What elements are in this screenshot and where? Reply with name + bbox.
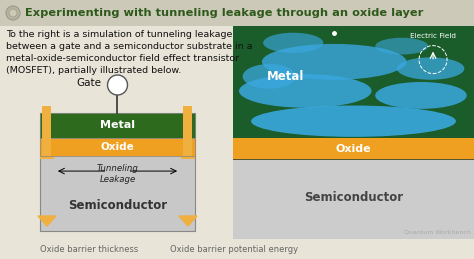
Text: Gate: Gate <box>76 78 101 88</box>
Circle shape <box>6 6 20 20</box>
Bar <box>183 106 192 156</box>
Text: Oxide barrier thickness: Oxide barrier thickness <box>40 244 138 254</box>
Bar <box>40 113 195 138</box>
Bar <box>0 239 474 259</box>
Bar <box>233 159 474 160</box>
Bar <box>181 113 195 159</box>
Ellipse shape <box>263 33 323 53</box>
Text: Metal: Metal <box>100 120 135 131</box>
Ellipse shape <box>243 64 296 89</box>
Text: Experimenting with tunneling leakage through an oxide layer: Experimenting with tunneling leakage thr… <box>25 8 423 18</box>
Bar <box>233 138 474 159</box>
Bar <box>40 113 54 159</box>
Text: Semiconductor: Semiconductor <box>68 199 167 212</box>
Polygon shape <box>38 216 56 226</box>
Ellipse shape <box>375 82 467 109</box>
Bar <box>233 159 474 239</box>
Text: Oxide: Oxide <box>100 142 134 152</box>
Ellipse shape <box>251 105 456 137</box>
Ellipse shape <box>397 57 465 80</box>
Circle shape <box>108 75 128 95</box>
Bar <box>0 26 474 239</box>
Text: To the right is a simulation of tunneling leakage
between a gate and a semicondu: To the right is a simulation of tunnelin… <box>6 30 253 75</box>
Text: Electric Field: Electric Field <box>410 33 456 39</box>
Polygon shape <box>179 216 197 226</box>
Bar <box>233 26 474 138</box>
Text: Quantum Workbench: Quantum Workbench <box>404 229 471 234</box>
Bar <box>43 106 52 156</box>
Circle shape <box>9 9 17 17</box>
Bar <box>0 0 474 26</box>
Bar <box>40 138 195 156</box>
Text: Oxide: Oxide <box>336 143 371 154</box>
Text: Oxide barrier potential energy: Oxide barrier potential energy <box>170 244 298 254</box>
Text: Metal: Metal <box>267 70 305 83</box>
Ellipse shape <box>375 38 428 55</box>
Ellipse shape <box>239 74 372 108</box>
Bar <box>40 113 195 231</box>
Text: Tunneling
Leakage: Tunneling Leakage <box>97 164 138 184</box>
Ellipse shape <box>262 44 407 80</box>
Text: Semiconductor: Semiconductor <box>304 191 403 204</box>
Bar <box>40 113 195 138</box>
